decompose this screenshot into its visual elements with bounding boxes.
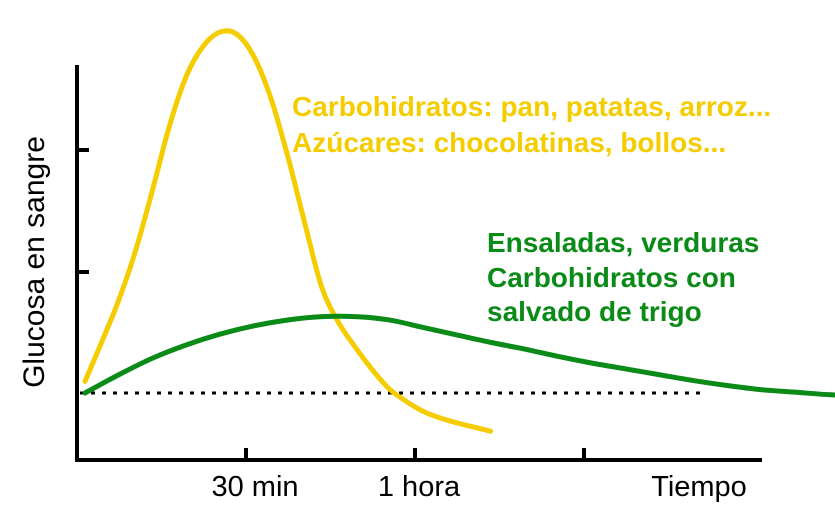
series-label-line: salvado de trigo	[487, 296, 702, 327]
series-line-slow	[82, 313, 835, 398]
series-label-line: Azúcares: chocolatinas, bollos...	[292, 127, 726, 158]
x-tick-label: 30 min	[211, 471, 298, 503]
slow-series-labels: Ensaladas, verduras Carbohidratos con sa…	[487, 227, 759, 327]
series-label-line: Carbohidratos: pan, patatas, arroz...	[292, 91, 771, 122]
series-line-fast	[82, 28, 494, 434]
series-layer	[82, 28, 835, 434]
fast-series-labels: Carbohidratos: pan, patatas, arroz... Az…	[292, 91, 771, 158]
x-tick-labels: 30 min 1 hora Tiempo	[211, 471, 746, 503]
axes	[75, 65, 762, 462]
y-axis-label: Glucosa en sangre	[18, 136, 51, 388]
series-label-line: Ensaladas, verduras	[487, 227, 759, 258]
x-tick-label: Tiempo	[651, 471, 747, 503]
series-label-line: Carbohidratos con	[487, 262, 736, 293]
x-tick-label: 1 hora	[378, 471, 461, 503]
